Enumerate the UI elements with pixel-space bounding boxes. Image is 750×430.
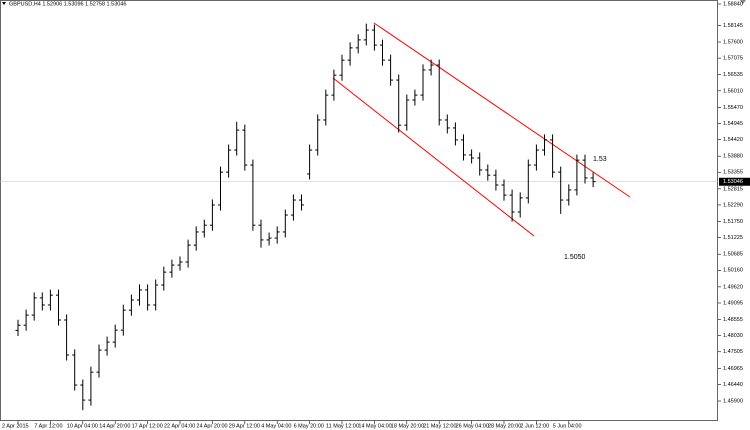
annotation: 1.53 [593, 156, 607, 163]
chart-title: GBPUSD,H4 1.52906 1.53096 1.52758 1.5304… [9, 1, 126, 7]
x-tick-label: 17 Apr 12:00 [132, 423, 163, 429]
y-tick-label: 1.48555 [723, 317, 743, 323]
x-tick-label: 2 Apr 2015 [2, 423, 29, 429]
current-price-box [719, 177, 750, 186]
x-tick-label: 21 May 12:00 [423, 423, 456, 429]
y-tick-label: 1.47505 [723, 349, 743, 355]
y-tick-label: 1.46440 [723, 382, 743, 388]
x-tick-label: 14 Apr 20:00 [99, 423, 130, 429]
y-tick-label: 1.58145 [723, 23, 743, 29]
x-tick-label: 29 Apr 12:00 [229, 423, 260, 429]
x-tick-label: 26 May 04:00 [456, 423, 489, 429]
y-tick-label: 1.49620 [723, 284, 743, 290]
y-tick-label: 1.57600 [723, 39, 743, 45]
y-tick-label: 1.53355 [723, 170, 743, 176]
x-tick-label: 2 Jun 12:00 [520, 423, 549, 429]
y-tick-label: 1.55470 [723, 105, 743, 111]
x-tick-label: 10 Apr 04:00 [67, 423, 98, 429]
y-tick-label: 1.51750 [723, 219, 743, 225]
y-tick-label: 1.56010 [723, 88, 743, 94]
trendline-upper [373, 22, 631, 198]
y-tick-label: 1.57075 [723, 56, 743, 62]
y-tick-label: 1.58840 [723, 1, 743, 7]
symbol-menu-icon[interactable] [2, 2, 6, 5]
x-tick-label: 14 May 04:00 [358, 423, 391, 429]
y-tick-label: 1.49095 [723, 300, 743, 306]
x-tick-label: 28 May 20:00 [488, 423, 521, 429]
x-tick-label: 5 Jun 04:00 [553, 423, 582, 429]
annotation: 1.5050 [564, 254, 586, 261]
y-tick-label: 1.51225 [723, 235, 743, 241]
y-tick-label: 1.56535 [723, 72, 743, 78]
x-tick-label: 11 May 12:00 [326, 423, 359, 429]
y-tick-label: 1.54420 [723, 137, 743, 143]
y-tick-label: 1.45900 [723, 398, 743, 404]
y-tick-label: 1.48030 [723, 333, 743, 339]
y-tick-label: 1.52290 [723, 202, 743, 208]
y-tick-label: 1.50160 [723, 268, 743, 274]
x-tick-label: 24 Apr 20:00 [196, 423, 227, 429]
shift-marker [740, 0, 746, 4]
y-tick-label: 1.46965 [723, 366, 743, 372]
x-tick-label: 6 May 20:00 [294, 423, 324, 429]
x-tick-label: 18 May 20:00 [391, 423, 424, 429]
y-tick-label: 1.53880 [723, 154, 743, 160]
y-tick-label: 1.52815 [723, 186, 743, 192]
trendline-lower [332, 77, 535, 237]
plot-frame [0, 0, 718, 421]
y-tick-label: 1.50685 [723, 252, 743, 258]
x-tick-label: 22 Apr 04:00 [164, 423, 195, 429]
x-tick-label: 7 Apr 12:00 [34, 423, 62, 429]
y-tick-label: 1.54945 [723, 121, 743, 127]
current-price-label: 1.53046 [723, 179, 743, 185]
x-tick-label: 4 May 04:00 [261, 423, 291, 429]
